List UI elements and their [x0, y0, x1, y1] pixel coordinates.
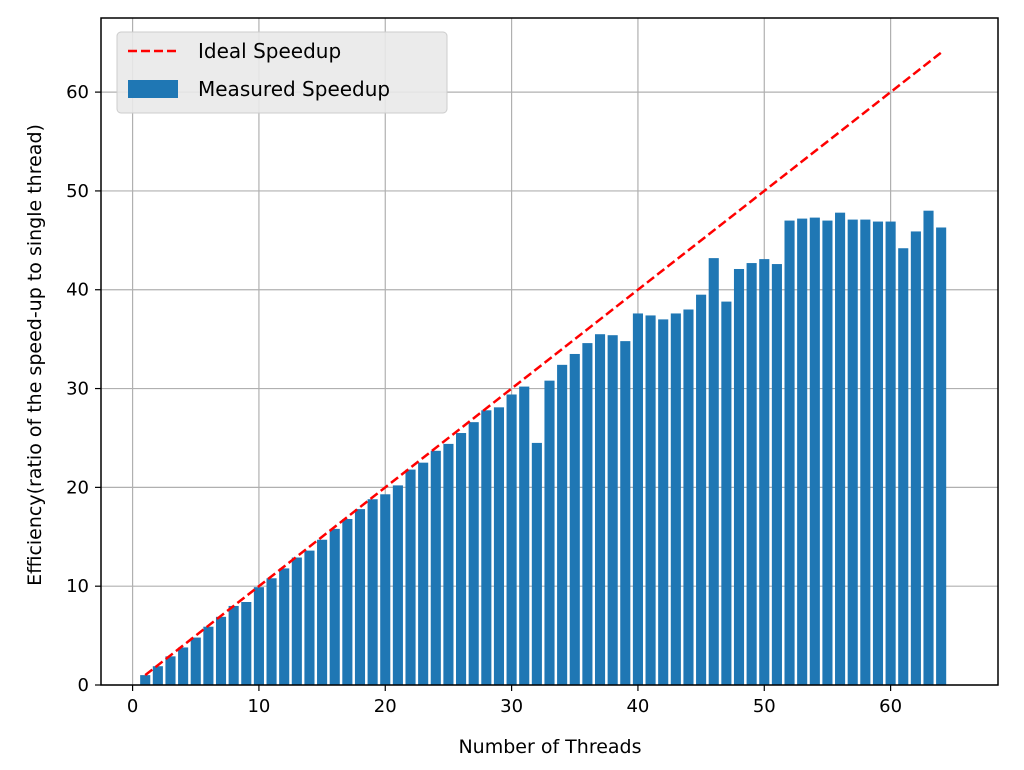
bar	[304, 550, 315, 685]
legend: Ideal Speedup Measured Speedup	[116, 31, 448, 114]
bar	[607, 335, 618, 685]
y-tick-label: 0	[78, 675, 89, 696]
legend-measured-swatch	[128, 80, 178, 98]
bar	[443, 443, 454, 685]
ticks	[95, 91, 892, 691]
x-tick-label: 10	[247, 696, 270, 717]
bar	[203, 626, 214, 685]
bar	[456, 433, 467, 685]
legend-measured-label: Measured Speedup	[198, 77, 390, 101]
bar	[392, 485, 403, 685]
bar	[140, 675, 151, 685]
bar	[708, 258, 719, 685]
bar	[519, 386, 530, 685]
y-tick-label: 60	[66, 82, 89, 103]
bar	[746, 263, 757, 685]
bar	[367, 499, 378, 685]
y-axis-label: Efficiency(ratio of the speed-up to sing…	[24, 124, 46, 586]
bar	[228, 605, 239, 685]
bar	[658, 319, 669, 685]
bar	[923, 210, 934, 685]
x-tick-label: 60	[879, 696, 902, 717]
bar	[872, 221, 884, 685]
bar	[835, 212, 846, 685]
bar	[910, 231, 921, 685]
bar	[531, 442, 542, 685]
bar	[809, 217, 820, 685]
bar	[430, 450, 441, 685]
bar	[733, 268, 745, 685]
bar	[771, 264, 782, 685]
bar	[544, 380, 555, 685]
bar	[569, 353, 580, 685]
bar	[468, 422, 479, 685]
bar	[582, 343, 593, 685]
bar	[165, 656, 176, 685]
y-tick-label: 10	[66, 576, 89, 597]
bar	[860, 219, 871, 686]
bar	[493, 407, 505, 685]
bar	[620, 341, 631, 685]
bar	[481, 410, 492, 685]
bar	[266, 578, 277, 685]
x-tick-label: 40	[626, 696, 649, 717]
bar	[759, 259, 770, 685]
bar	[317, 539, 328, 685]
y-tick-label: 30	[66, 379, 89, 400]
bar	[822, 220, 833, 685]
bar	[632, 313, 643, 685]
bar	[885, 221, 896, 685]
bar	[784, 220, 795, 685]
x-tick-label: 0	[127, 696, 138, 717]
legend-box	[116, 31, 448, 114]
plot-frame	[100, 17, 999, 686]
bar	[506, 394, 517, 685]
bar	[190, 637, 201, 685]
x-tick-label: 20	[374, 696, 397, 717]
bar	[279, 568, 290, 685]
bar	[380, 494, 391, 685]
bar	[645, 315, 656, 685]
bar	[898, 248, 909, 685]
bar	[557, 364, 568, 685]
y-tick-label: 20	[66, 477, 89, 498]
bar	[354, 509, 366, 685]
x-tick-label: 30	[500, 696, 523, 717]
x-tick-label: 50	[753, 696, 776, 717]
bar	[594, 334, 606, 685]
y-tick-label: 40	[66, 280, 89, 301]
bar	[683, 309, 694, 685]
bar	[215, 616, 227, 685]
bar	[418, 462, 429, 685]
bar	[152, 666, 163, 685]
bar	[178, 647, 189, 685]
bar	[405, 469, 416, 685]
y-tick-label: 50	[66, 181, 89, 202]
bar	[936, 227, 947, 685]
bars	[140, 210, 947, 686]
bar	[721, 301, 732, 685]
bar	[342, 518, 353, 685]
bar	[329, 528, 340, 685]
bar	[847, 219, 858, 686]
bar	[291, 557, 302, 685]
bar	[253, 587, 264, 685]
bar	[241, 601, 252, 685]
bar	[797, 218, 808, 686]
tick-labels: 0 10 20 30 40 50 60 0 10 20 30 40 50 60	[66, 82, 902, 717]
x-axis-label: Number of Threads	[458, 736, 641, 758]
bar	[696, 294, 707, 685]
bar	[670, 313, 681, 685]
legend-ideal-label: Ideal Speedup	[198, 39, 341, 63]
